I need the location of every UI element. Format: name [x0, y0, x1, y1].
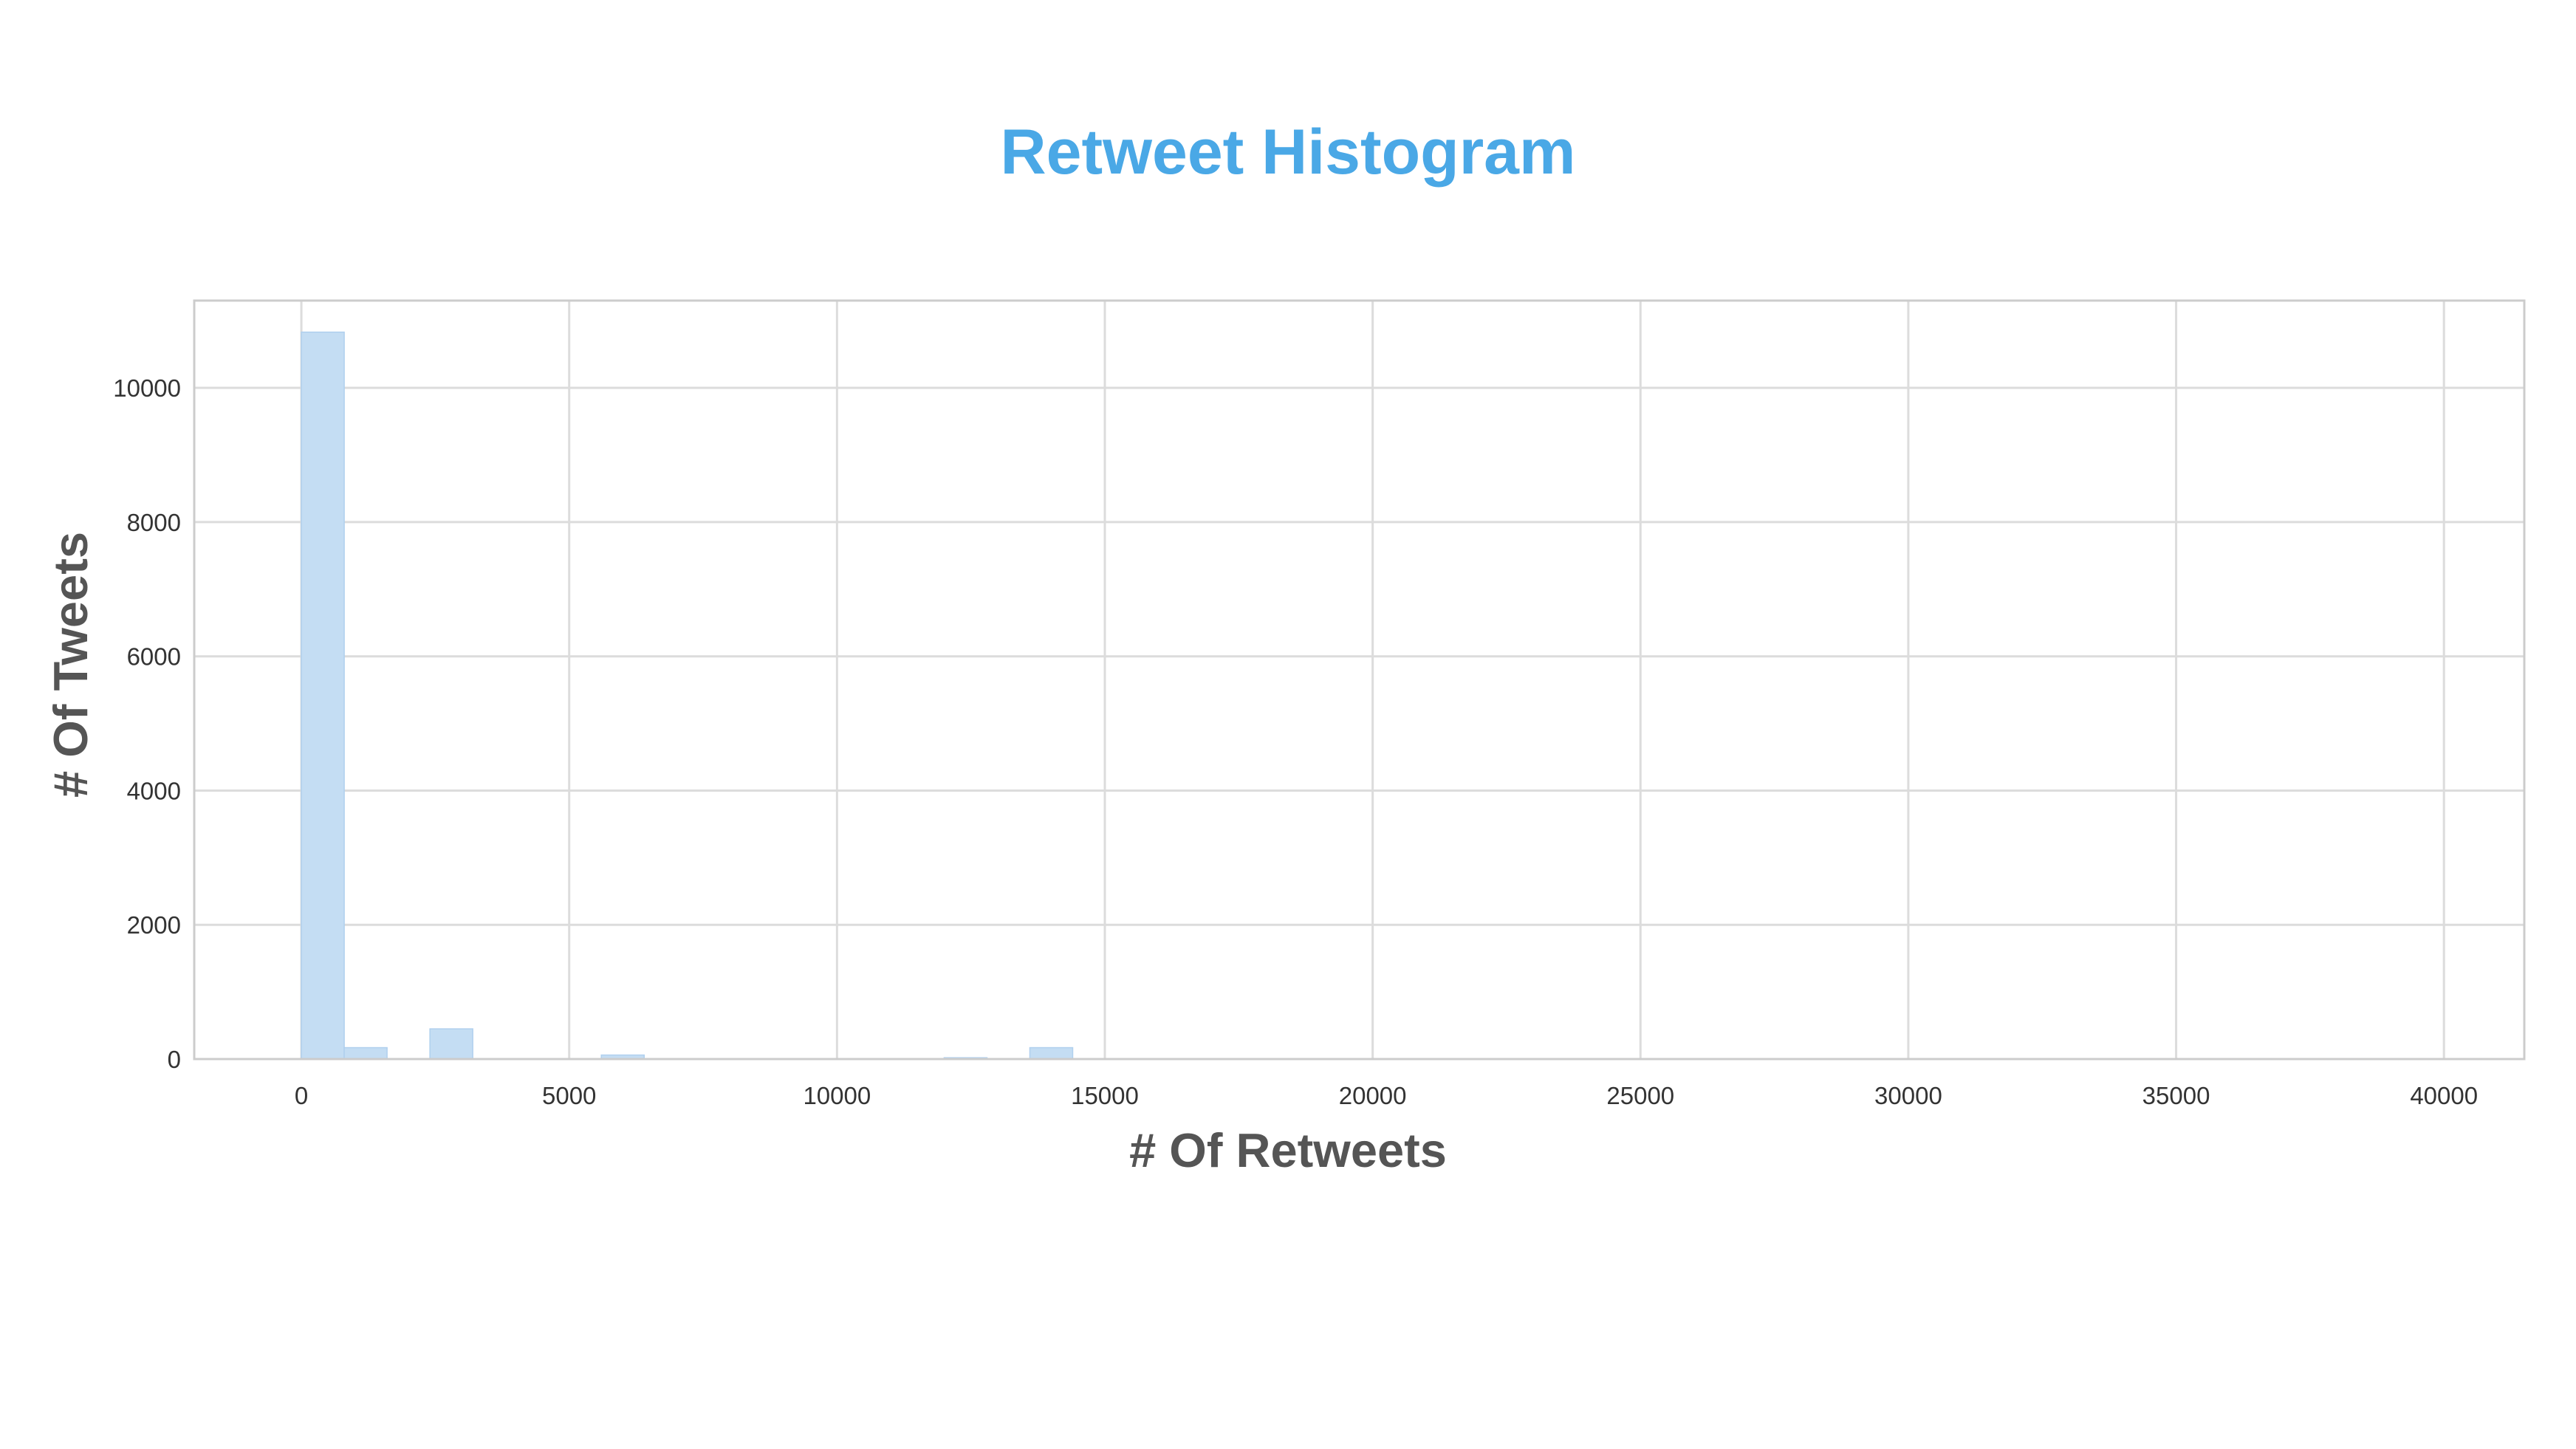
histogram-bars: [301, 331, 1074, 1060]
y-tick-label: 0: [168, 1046, 181, 1073]
x-tick-label: 0: [295, 1082, 308, 1109]
histogram-bar: [429, 1028, 473, 1060]
x-tick-label: 15000: [1071, 1082, 1139, 1109]
x-tick-label: 40000: [2410, 1082, 2478, 1109]
histogram-bar: [301, 331, 345, 1060]
x-tick-label: 35000: [2142, 1082, 2210, 1109]
plot-frame: [193, 299, 2526, 1061]
x-axis-label: # Of Retweets: [1129, 1123, 1447, 1177]
chart-title: Retweet Histogram: [1001, 117, 1576, 188]
grid-lines: [194, 301, 2524, 1061]
y-tick-label: 10000: [113, 374, 181, 402]
x-tick-label: 5000: [542, 1082, 596, 1109]
x-tick-label: 10000: [803, 1082, 871, 1109]
y-tick-label: 4000: [127, 777, 181, 804]
x-tick-labels: 0 5000 10000 15000 20000 25000 30000 35000 40000: [295, 1082, 2478, 1109]
histogram-bar: [343, 1046, 388, 1060]
y-tick-label: 6000: [127, 643, 181, 671]
x-tick-label: 25000: [1606, 1082, 1674, 1109]
y-tick-label: 2000: [127, 911, 181, 939]
y-tick-labels: 0 2000 4000 6000 8000 10000: [113, 374, 181, 1073]
histogram-bar: [1029, 1046, 1074, 1060]
x-tick-label: 20000: [1339, 1082, 1407, 1109]
y-tick-label: 8000: [127, 509, 181, 536]
y-axis-label: # Of Tweets: [44, 532, 97, 798]
x-tick-label: 30000: [1874, 1082, 1942, 1109]
